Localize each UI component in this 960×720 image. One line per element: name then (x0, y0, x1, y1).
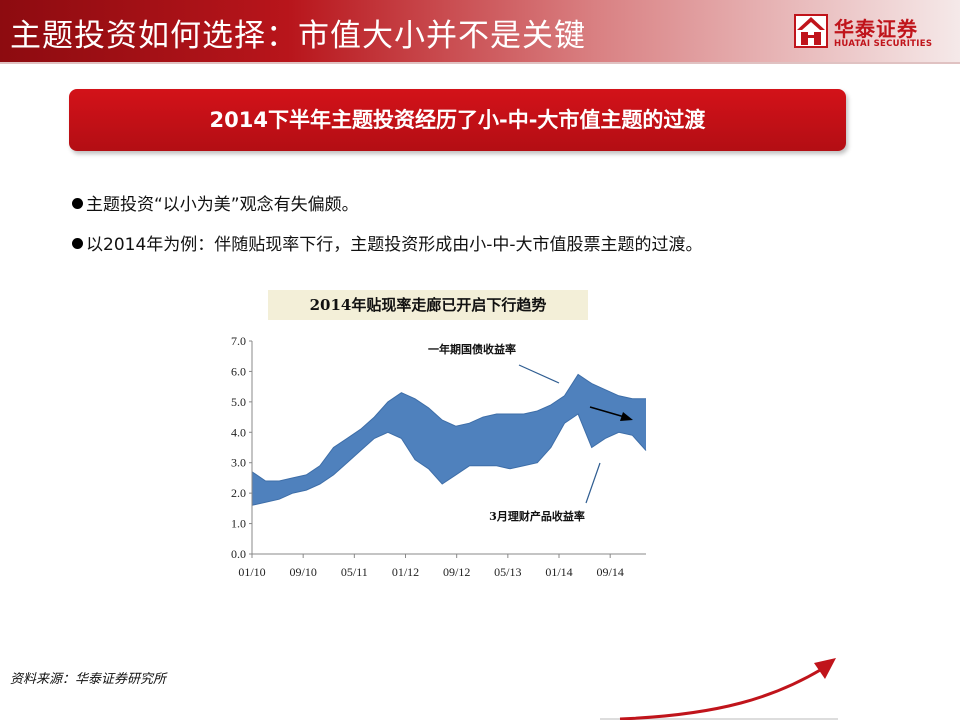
annotation-treasury-1y: 一年期国债收益率 (428, 342, 516, 356)
bullet-list: 主题投资“以小为美”观念有失偏颇。 以2014年为例：伴随贴现率下行，主题投资形… (72, 190, 932, 270)
banner: 2014下半年主题投资经历了小-中-大市值主题的过渡 (69, 89, 846, 151)
logo-text-en: HUATAI SECURITIES (834, 39, 933, 49)
header-divider (0, 62, 960, 64)
huatai-logo-icon (794, 14, 828, 48)
bullet-item: 以2014年为例：伴随贴现率下行，主题投资形成由小-中-大市值股票主题的过渡。 (72, 230, 932, 255)
annotation-leader-line (585, 462, 601, 504)
annotation-leader-line (518, 364, 560, 384)
y-tick-label: 5.0 (231, 395, 246, 409)
x-tick-label: 05/13 (494, 565, 521, 579)
y-tick-label: 2.0 (231, 486, 246, 500)
x-tick-label: 09/12 (443, 565, 470, 579)
chart-title: 2014年贴现率走廊已开启下行趋势 (309, 296, 547, 314)
y-tick-label: 1.0 (231, 517, 246, 531)
bullet-text: 以2014年为例：伴随贴现率下行，主题投资形成由小-中-大市值股票主题的过渡。 (86, 235, 703, 255)
source-note: 资料来源：华泰证券研究所 (10, 672, 167, 687)
yield-corridor-chart: 0.0 1.0 2.0 3.0 4.0 5.0 6.0 7.0 01/10 09/10 05/11 0… (214, 325, 659, 590)
x-tick-label: 01/14 (545, 565, 572, 579)
x-tick-label: 09/10 (289, 565, 316, 579)
rate-corridor-band (252, 374, 646, 506)
banner-text: 2014下半年主题投资经历了小-中-大市值主题的过渡 (209, 108, 706, 132)
logo-text-cn: 华泰证券 (834, 17, 918, 41)
x-tick-label: 01/10 (238, 565, 265, 579)
annotation-wmp-3m: 3月理财产品收益率 (489, 509, 585, 523)
x-tick-label: 09/14 (597, 565, 624, 579)
y-tick-label: 0.0 (231, 547, 246, 561)
slide-title: 主题投资如何选择：市值大小并不是关键 (10, 18, 586, 54)
bullet-text: 主题投资“以小为美”观念有失偏颇。 (86, 195, 359, 215)
bullet-dot-icon (72, 238, 83, 249)
series-line-treasury-1y (251, 373, 646, 482)
bullet-dot-icon (72, 198, 83, 209)
trend-arrowhead-icon (620, 412, 633, 421)
slide-header: 主题投资如何选择：市值大小并不是关键 华泰证券 HUATAI SECURITIE… (0, 0, 960, 62)
huatai-logo: 华泰证券 HUATAI SECURITIES (794, 12, 954, 52)
y-tick-label: 3.0 (231, 456, 246, 470)
y-tick-label: 6.0 (231, 364, 246, 378)
chart-title-box: 2014年贴现率走廊已开启下行趋势 (268, 290, 588, 320)
x-tick-label: 05/11 (341, 565, 368, 579)
y-tick-label: 4.0 (231, 425, 246, 439)
series-line-wmp-3m (251, 413, 647, 506)
bullet-item: 主题投资“以小为美”观念有失偏颇。 (72, 190, 932, 215)
x-tick-label: 01/12 (392, 565, 419, 579)
trend-arrow-icon (600, 658, 838, 720)
y-tick-label: 7.0 (231, 334, 246, 348)
